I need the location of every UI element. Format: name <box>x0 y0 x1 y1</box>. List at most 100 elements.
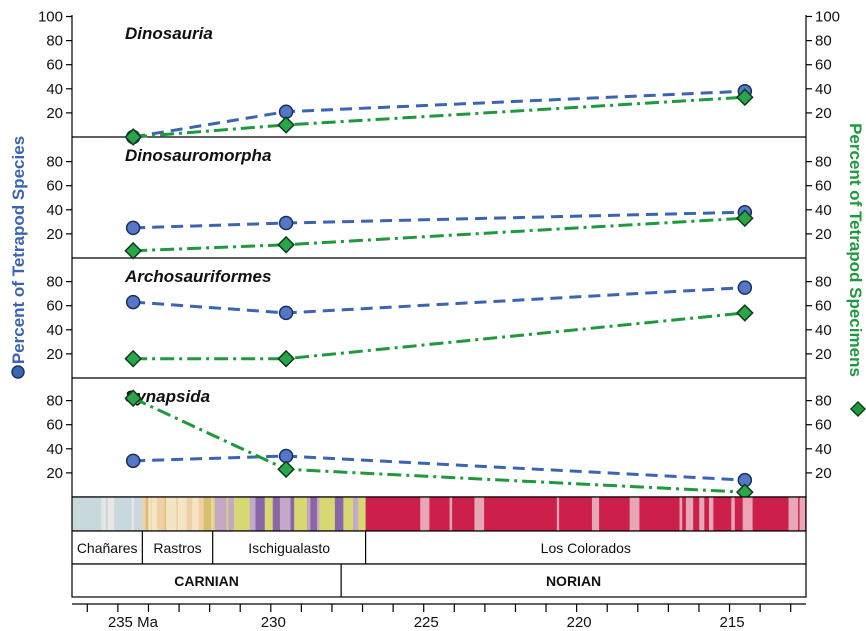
specimens-point <box>277 116 295 134</box>
stratigraphy-band <box>251 497 256 531</box>
y-tick-label-right: 20 <box>815 105 832 122</box>
formation-label: Chañares <box>77 540 138 556</box>
stratigraphy-band <box>629 497 633 531</box>
specimens-point <box>735 304 754 322</box>
panel-title: Synapsida <box>125 387 210 406</box>
stage-label: NORIAN <box>546 573 601 589</box>
stratigraphy-band <box>317 497 320 531</box>
stratigraphy-band <box>742 497 753 531</box>
stratigraphy-band <box>193 497 199 531</box>
panels: 100 100 80 80 60 60 40 40 20 20 Dinosauria 80 80 60 60… <box>38 9 840 502</box>
y-tick-label-right: 40 <box>815 322 832 339</box>
stage-label: CARNIAN <box>174 573 239 589</box>
stratigraphy: Chañares Rastros Ischigualasto Los Colorado… <box>71 496 807 631</box>
panel-dinosauria: 100 100 80 80 60 60 40 40 20 20 Dinosauria <box>38 9 840 146</box>
y-tick-label-left: 80 <box>46 154 63 171</box>
y-tick-label-right: 20 <box>815 465 832 482</box>
y-tick-label-left: 20 <box>46 105 63 122</box>
formation-label: Los Colorados <box>541 540 631 556</box>
species-line <box>133 210 745 230</box>
y-tick-label-right: 20 <box>815 346 832 363</box>
stage-row <box>71 563 807 598</box>
y-right-axis-marker-diamond <box>849 400 866 418</box>
stratigraphy-band <box>255 497 265 531</box>
y-tick-label-left: 60 <box>46 178 63 195</box>
y-right-axis-title: Percent of Tetrapod Specimens <box>846 123 865 377</box>
time-axis-label: 230 <box>261 614 286 631</box>
stratigraphy-band <box>177 497 187 531</box>
stratigraphy-band <box>145 497 151 531</box>
panel-title: Dinosauria <box>125 24 213 43</box>
stratigraphy-band <box>313 497 318 531</box>
y-tick-label-left: 40 <box>46 81 63 98</box>
y-tick-label-right: 40 <box>815 441 832 458</box>
specimens-point <box>277 349 295 368</box>
y-left-axis-marker-circle <box>11 365 25 379</box>
stratigraphy-band <box>788 497 799 531</box>
y-tick-label-right: 80 <box>815 274 832 291</box>
y-tick-label-left: 20 <box>46 465 63 482</box>
stratigraphy-band <box>307 497 317 531</box>
y-tick-label-right: 60 <box>815 417 832 434</box>
stratigraphy-band <box>228 497 234 531</box>
stratigraphy-band <box>214 497 223 531</box>
time-axis-label: 235 Ma <box>108 614 159 631</box>
stratigraphy-band <box>150 497 157 531</box>
panel-archosauriformes: 80 80 60 60 40 40 20 20 Archosauriformes <box>46 258 832 379</box>
stratigraphy-band <box>632 497 640 531</box>
stratigraphy-band <box>731 497 735 531</box>
specimens-line <box>133 95 745 139</box>
stratigraphy-band <box>699 497 705 531</box>
specimens-point <box>124 241 143 260</box>
panel-title: Dinosauromorpha <box>125 146 271 165</box>
stratigraphy-band <box>449 497 453 531</box>
specimens-point <box>735 88 754 107</box>
species-point <box>737 280 753 295</box>
panel-dinosauromorpha: 80 80 60 60 40 40 20 20 Dinosauromorpha <box>46 137 832 260</box>
stratigraphy-zone <box>72 497 143 531</box>
stratigraphy-band <box>101 497 106 531</box>
species-point <box>278 215 294 231</box>
stratigraphy-zone <box>365 497 806 531</box>
stratigraphy-band <box>334 497 344 531</box>
y-tick-label-left: 80 <box>46 33 63 50</box>
specimens-point <box>124 389 143 408</box>
y-tick-label-left: 40 <box>46 322 63 339</box>
y-tick-label-right: 40 <box>815 202 832 219</box>
stratigraphy-band <box>192 497 196 531</box>
stratigraphy-band <box>420 497 430 531</box>
stratigraphy-band <box>679 497 683 531</box>
stratigraphy-band <box>799 497 806 531</box>
y-tick-label-right: 100 <box>815 9 840 26</box>
specimens-point <box>124 349 143 368</box>
stratigraphy-band <box>591 497 600 531</box>
species-point <box>125 453 141 469</box>
y-tick-label-left: 80 <box>46 274 63 291</box>
stratigraphy-band <box>709 497 714 531</box>
time-axis-label: 225 <box>414 614 439 631</box>
time-axis-label: 215 <box>720 614 745 631</box>
y-tick-label-left: 20 <box>46 346 63 363</box>
y-tick-label-right: 80 <box>815 33 832 50</box>
panel-title: Archosauriformes <box>124 267 271 286</box>
y-tick-label-left: 60 <box>46 57 63 74</box>
formation-label: Ischigualasto <box>248 540 330 556</box>
y-tick-label-left: 40 <box>46 202 63 219</box>
specimens-point <box>277 235 295 254</box>
stratigraphy-band <box>477 497 485 531</box>
y-tick-label-left: 40 <box>46 441 63 458</box>
y-tick-label-left: 80 <box>46 393 63 410</box>
y-tick-label-right: 60 <box>815 178 832 195</box>
specimens-point <box>735 483 754 502</box>
stratigraphy-band <box>279 497 291 531</box>
stratigraphy-band <box>164 497 168 531</box>
species-line <box>133 286 745 315</box>
specimens-line <box>133 311 745 361</box>
y-tick-label-left: 100 <box>38 9 63 26</box>
stratigraphy-band <box>166 497 177 531</box>
y-tick-label-left: 20 <box>46 226 63 243</box>
formation-row <box>71 530 807 565</box>
panel-synapsida: 80 80 60 60 40 40 20 20 Synapsida <box>46 378 832 502</box>
specimens-point <box>124 128 143 146</box>
